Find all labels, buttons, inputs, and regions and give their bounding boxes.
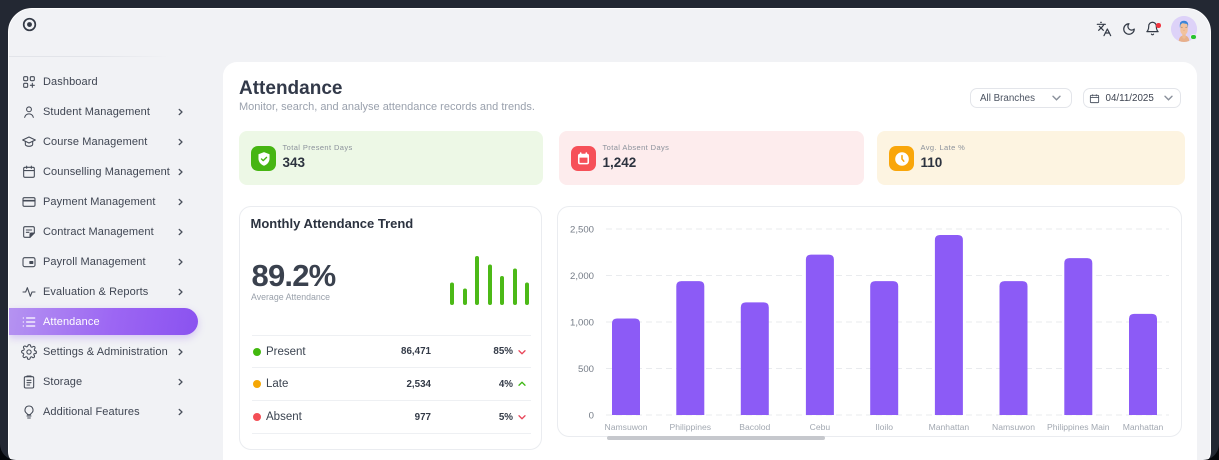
- svg-text:500: 500: [578, 364, 594, 375]
- svg-text:Bacolod: Bacolod: [739, 422, 770, 432]
- svg-text:Cebu: Cebu: [810, 422, 831, 432]
- svg-text:Manhattan: Manhattan: [1123, 422, 1164, 432]
- svg-text:2,000: 2,000: [570, 271, 594, 282]
- svg-text:2,500: 2,500: [570, 225, 594, 236]
- svg-text:Namsuwon: Namsuwon: [605, 422, 648, 432]
- svg-text:1,000: 1,000: [570, 318, 594, 329]
- svg-text:Philippines: Philippines: [670, 422, 712, 432]
- svg-text:Philippines Main: Philippines Main: [1047, 422, 1110, 432]
- svg-text:0: 0: [589, 411, 594, 422]
- svg-text:Iloilo: Iloilo: [875, 422, 893, 432]
- svg-text:Namsuwon: Namsuwon: [992, 422, 1035, 432]
- svg-text:Manhattan: Manhattan: [929, 422, 970, 432]
